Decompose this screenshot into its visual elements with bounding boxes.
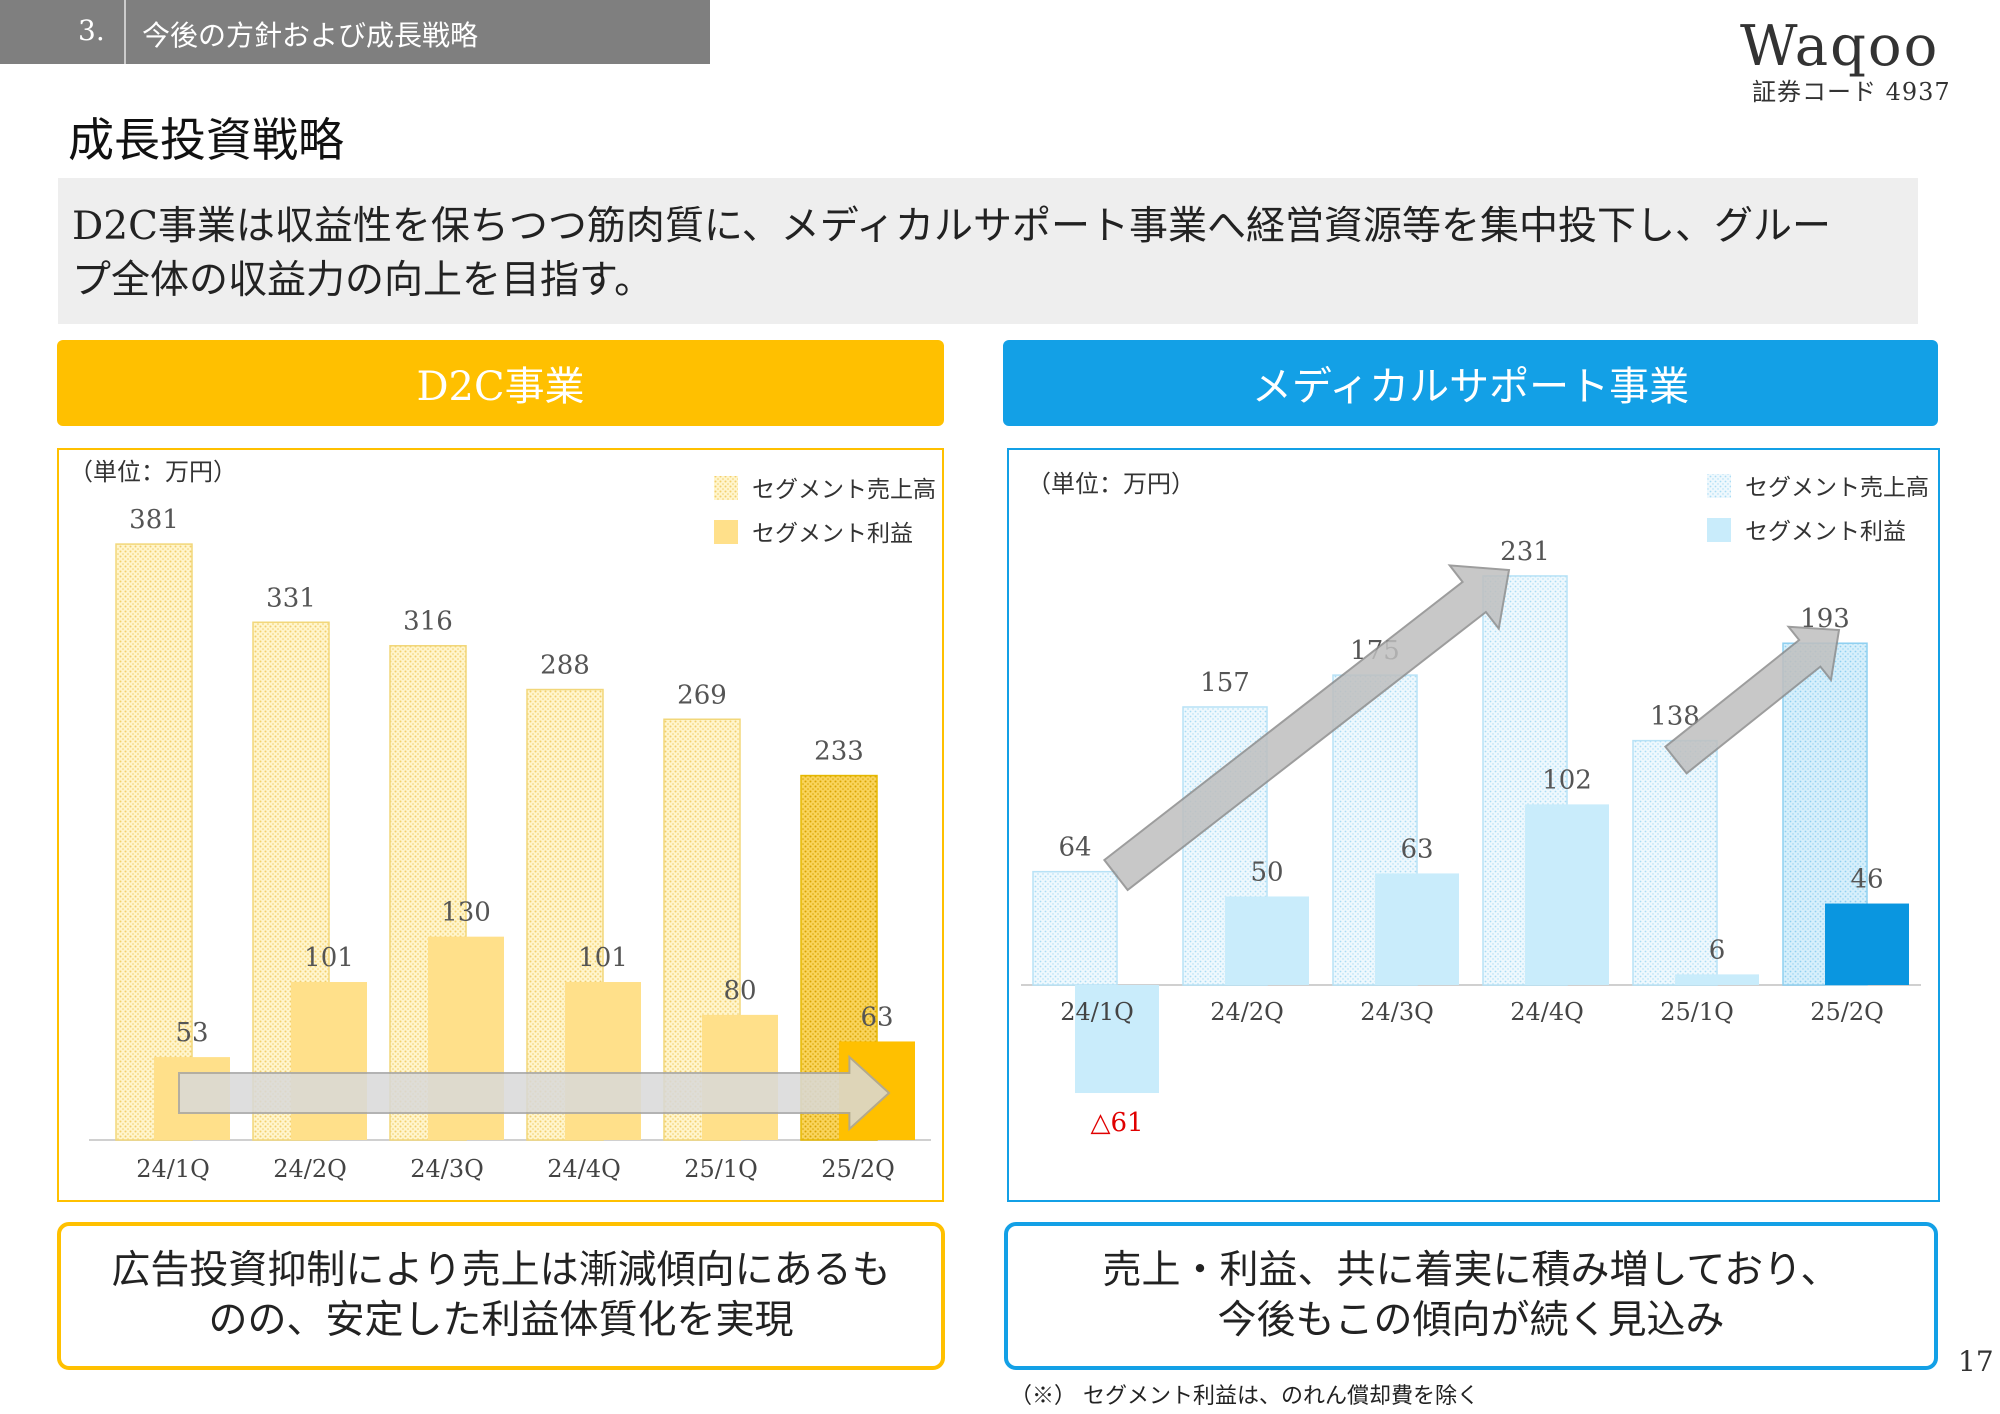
category-label: 25/2Q <box>1810 998 1884 1026</box>
sales-label: 231 <box>1500 537 1550 567</box>
page-number: 17 <box>1958 1345 1994 1378</box>
category-label: 24/3Q <box>410 1155 484 1183</box>
category-label: 24/2Q <box>273 1155 347 1183</box>
category-label: 24/4Q <box>547 1155 621 1183</box>
profit-bar-25-2Q <box>1825 903 1909 985</box>
trend-arrow-2 <box>1663 625 1841 775</box>
lead-line-1: D2C事業は収益性を保ちつつ筋肉質に、メディカルサポート事業へ経営資源等を集中投… <box>72 204 1832 249</box>
trend-arrow-1 <box>1102 564 1511 892</box>
legend-swatch-sales <box>1707 474 1731 498</box>
d2c-summary-box: 広告投資抑制により売上は漸減傾向にあるも のの、安定した利益体質化を実現 <box>57 1222 945 1370</box>
lead-text: D2C事業は収益性を保ちつつ筋肉質に、メディカルサポート事業へ経営資源等を集中投… <box>72 200 1912 308</box>
medical-summary-line-2: 今後もこの傾向が続く見込み <box>1217 1298 1725 1343</box>
medical-segment-header: メディカルサポート事業 <box>1003 340 1938 426</box>
section-number: 3. <box>78 14 105 47</box>
medical-summary-box: 売上・利益、共に着実に積み増しており、 今後もこの傾向が続く見込み <box>1004 1222 1938 1370</box>
profit-bar-25-1Q <box>1675 974 1759 985</box>
d2c-summary-line-1: 広告投資抑制により売上は漸減傾向にあるも <box>111 1248 891 1293</box>
profit-bar-24-3Q <box>1375 873 1459 985</box>
profit-label: 46 <box>1850 865 1883 895</box>
legend-label-sales: セグメント売上高 <box>752 477 936 503</box>
category-label: 24/1Q <box>1060 998 1134 1026</box>
category-label: 25/1Q <box>684 1155 758 1183</box>
profit-label: 50 <box>1250 857 1283 887</box>
medical-summary-line-1: 売上・利益、共に着実に積み増しており、 <box>1102 1248 1840 1293</box>
footnote: （※） セグメント利益は、のれん償却費を除く <box>1010 1384 1479 1409</box>
profit-bar-24-4Q <box>565 982 641 1140</box>
stock-code: 証券コード 4937 <box>1752 78 1951 106</box>
profit-label: 6 <box>1709 935 1726 965</box>
category-label: 24/1Q <box>136 1155 210 1183</box>
legend-swatch-profit <box>714 520 738 544</box>
category-label: 25/2Q <box>821 1155 895 1183</box>
lead-box <box>58 178 1918 324</box>
sales-bar-25-1Q <box>1632 739 1718 986</box>
profit-label: 130 <box>441 898 491 928</box>
profit-label: 63 <box>860 1002 893 1032</box>
legend-label-profit: セグメント利益 <box>752 521 913 547</box>
category-label: 25/1Q <box>1660 998 1734 1026</box>
medical-chart-frame: （単位：万円） セグメント売上高 セグメント利益 64 △61 24/1Q 157 50 24/… <box>1007 448 1940 1202</box>
legend-swatch-sales <box>714 476 738 500</box>
profit-label: 63 <box>1400 834 1433 864</box>
profit-bar-24-2Q <box>291 982 367 1140</box>
sales-label: 331 <box>266 583 316 613</box>
profit-label: 80 <box>723 976 756 1006</box>
sales-label: 269 <box>677 680 727 710</box>
d2c-summary-line-2: のの、安定した利益体質化を実現 <box>208 1298 794 1343</box>
section-tag <box>0 0 710 64</box>
section-divider <box>124 0 126 64</box>
sales-label: 233 <box>814 737 864 767</box>
page-title: 成長投資戦略 <box>68 113 344 167</box>
sales-label: 157 <box>1200 668 1250 698</box>
category-label: 24/4Q <box>1510 998 1584 1026</box>
sales-label: 316 <box>403 607 453 637</box>
d2c-segment-header: D2C事業 <box>57 340 944 426</box>
profit-label: 53 <box>175 1018 208 1048</box>
sales-bar-24-1Q <box>1032 870 1118 986</box>
profit-bar-24-2Q <box>1225 896 1309 985</box>
unit-label: （単位：万円） <box>1027 470 1195 498</box>
sales-label: 288 <box>540 651 590 681</box>
legend-label-profit: セグメント利益 <box>1745 519 1906 545</box>
profit-label: 102 <box>1542 765 1592 795</box>
section-title: 今後の方針および成長戦略 <box>142 19 479 52</box>
trend-arrow <box>178 1054 891 1132</box>
legend-label-sales: セグメント売上高 <box>1745 475 1929 501</box>
profit-label: 101 <box>304 943 354 973</box>
lead-line-2: プ全体の収益力の向上を目指す。 <box>72 258 654 303</box>
profit-label: 101 <box>578 943 628 973</box>
profit-bar-24-1Q <box>1075 985 1159 1094</box>
category-label: 24/2Q <box>1210 998 1284 1026</box>
sales-bar-24-1Q <box>115 543 193 1141</box>
unit-label: （単位：万円） <box>69 458 237 486</box>
category-label: 24/3Q <box>1360 998 1434 1026</box>
profit-bar-24-4Q <box>1525 804 1609 985</box>
d2c-chart-frame: （単位：万円） セグメント売上高 セグメント利益 381 53 24/1Q 331 101 24… <box>57 448 944 1202</box>
sales-label: 381 <box>129 505 179 535</box>
sales-label: 64 <box>1058 833 1091 863</box>
legend-swatch-profit <box>1707 518 1731 542</box>
profit-label: △61 <box>1090 1108 1143 1138</box>
company-logo: Waqoo <box>1740 14 1940 79</box>
